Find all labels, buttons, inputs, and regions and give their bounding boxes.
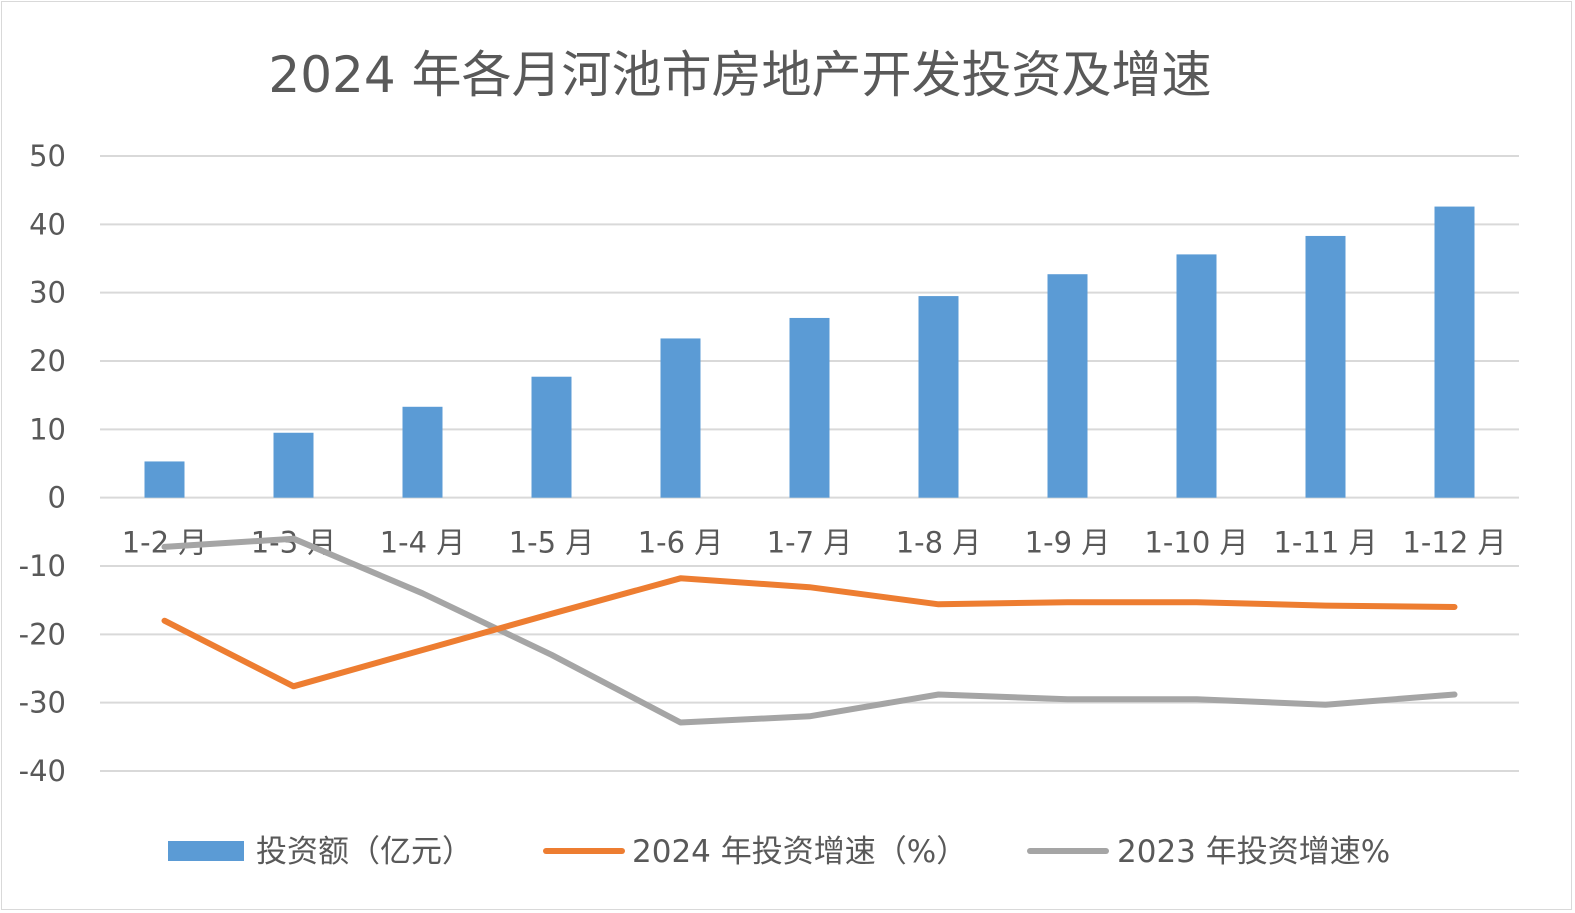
y-tick-label: 40 [29,207,66,241]
y-tick-label: -40 [19,754,66,788]
y-tick-label: 20 [29,344,66,378]
x-tick-label: 1-6 月 [638,526,724,560]
bar [1434,206,1475,498]
bar [273,432,314,498]
legend-swatch [168,841,244,861]
bar [144,461,185,498]
grid-layer [100,155,1519,772]
x-tick-label: 1-9 月 [1025,526,1111,560]
series-line [161,575,1458,690]
x-axis-ticks: 1-2 月 1-3 月 1-4 月 1-5 月 1-6 月 1-7 月 1-8 月 1-9 月… [122,526,1507,560]
legend-label: 2023 年投资增速% [1117,834,1390,870]
bar [1047,274,1088,498]
bar [1176,254,1217,498]
bar-series [144,206,1475,498]
bar [918,296,959,498]
y-tick-label: 10 [29,412,66,446]
y-axis-ticks: 50 40 30 20 10 0 -10 -20 -30 -40 [19,139,66,788]
line-series [161,535,1458,726]
x-tick-label: 1-8 月 [896,526,982,560]
bar [789,317,830,498]
y-tick-label: 0 [48,481,66,515]
x-tick-label: 1-10 月 [1144,526,1248,560]
y-tick-label: 50 [29,139,66,173]
legend: 投资额（亿元） 2024 年投资增速（%） 2023 年投资增速% [168,834,1390,870]
y-tick-label: -20 [19,617,66,651]
bar [660,338,701,498]
x-tick-label: 1-12 月 [1402,526,1506,560]
y-tick-label: -30 [19,686,66,720]
chart-title: 2024 年各月河池市房地产开发投资及增速 [268,46,1211,104]
x-tick-label: 1-4 月 [380,526,466,560]
legend-label: 投资额（亿元） [256,834,473,870]
bar [402,406,443,498]
series-line [161,535,1458,726]
y-tick-label: 30 [29,276,66,310]
bar [1305,235,1346,498]
x-tick-label: 1-11 月 [1273,526,1377,560]
x-tick-label: 1-5 月 [509,526,595,560]
x-tick-label: 1-7 月 [767,526,853,560]
y-tick-label: -10 [19,549,66,583]
bar [531,376,572,498]
legend-label: 2024 年投资增速（%） [632,834,967,870]
